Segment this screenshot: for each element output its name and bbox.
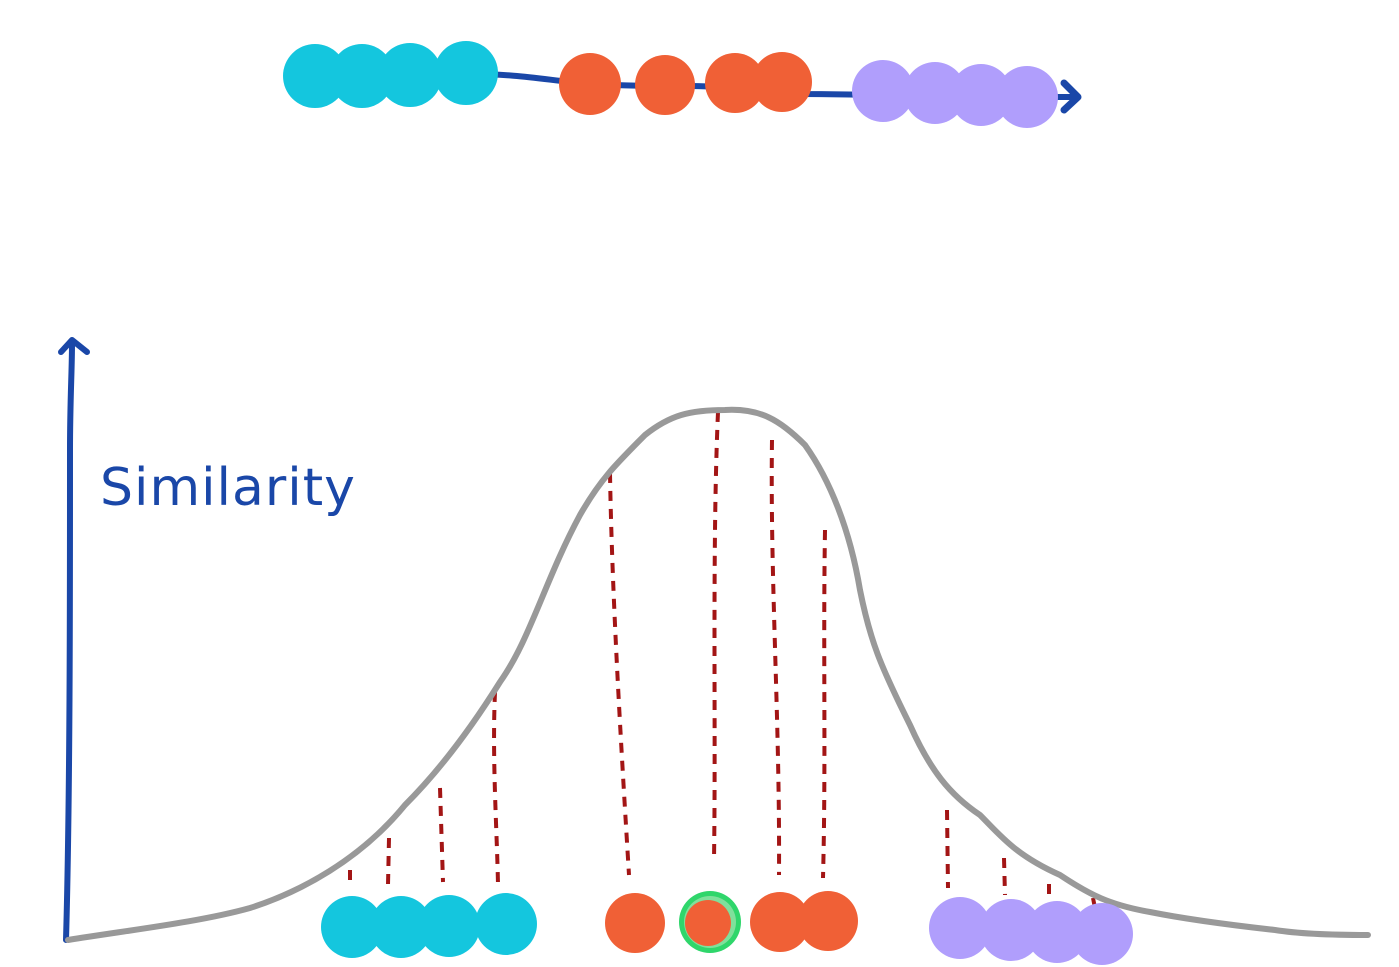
top-orange-group (559, 52, 812, 115)
top-purple-dot (996, 66, 1058, 128)
bottom-orange-dot (750, 892, 810, 952)
bottom-purple-dot (1026, 901, 1088, 963)
bottom-cyan-dot (475, 893, 537, 955)
bottom-purple-dot (980, 899, 1042, 961)
top-orange-dot (559, 53, 621, 115)
bottom-orange-group (605, 891, 858, 953)
top-cyan-dot (434, 41, 498, 105)
drop-line (712, 411, 720, 861)
drop-line (492, 691, 500, 886)
right-arrow-icon (1060, 79, 1082, 114)
top-cyan-group (283, 41, 498, 108)
top-purple-dot (852, 60, 914, 122)
drop-line (438, 787, 445, 883)
top-cyan-dot (330, 44, 394, 108)
top-cyan-dot (378, 43, 442, 107)
drop-line (608, 472, 631, 876)
drop-line (821, 529, 827, 879)
top-cyan-dot (283, 44, 347, 108)
drop-line (1002, 857, 1007, 896)
y-axis-label: Similarity (100, 458, 356, 518)
similarity-curve (65, 406, 1371, 943)
top-purple-dot (950, 64, 1012, 126)
highlighted-query-dot (679, 891, 741, 953)
bottom-orange-dot (605, 893, 665, 953)
up-arrow-icon (58, 337, 90, 355)
bottom-cyan-dot (370, 896, 432, 958)
drop-line (769, 439, 782, 876)
bottom-orange-dot (798, 891, 858, 951)
bottom-purple-dot (1071, 903, 1133, 965)
y-axis-line (63, 341, 75, 943)
bottom-cyan-dot (321, 896, 383, 958)
similarity-drop-lines (348, 411, 1097, 909)
top-purple-group (852, 60, 1058, 128)
highlighted-orange-dot (685, 900, 731, 946)
top-orange-dot (705, 53, 765, 113)
drop-line (945, 809, 950, 889)
top-orange-dot (752, 52, 812, 112)
top-sequence (283, 41, 1082, 128)
y-axis: Similarity (58, 337, 356, 943)
top-purple-dot (904, 62, 966, 124)
drop-line (386, 837, 391, 886)
bottom-purple-group (929, 897, 1133, 965)
bottom-cyan-dot (418, 895, 480, 957)
top-orange-dot (635, 55, 695, 115)
bottom-purple-dot (929, 897, 991, 959)
bottom-cyan-group (321, 893, 537, 958)
